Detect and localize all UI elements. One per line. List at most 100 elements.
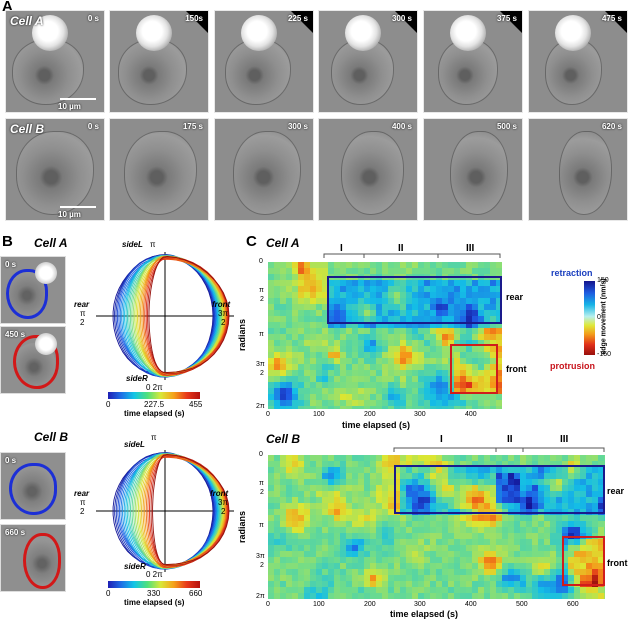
heatmap-cell	[598, 485, 604, 491]
heatmap-cell	[280, 352, 286, 358]
cell-contour	[124, 256, 219, 377]
heatmap-cell	[304, 394, 310, 400]
heatmap-cell	[376, 479, 382, 485]
heatmap-cell	[490, 521, 496, 527]
heatmap-cell	[292, 479, 298, 485]
heatmap-cell	[430, 400, 436, 406]
heatmap-cell	[304, 364, 310, 370]
heatmap-cell	[442, 479, 448, 485]
heatmap-cell	[460, 515, 466, 521]
heatmap-cell	[424, 461, 430, 467]
heatmap-cell	[310, 539, 316, 545]
heatmap-cell	[340, 376, 346, 382]
heatmap-cell	[454, 581, 460, 587]
heatmap-cell	[586, 485, 592, 491]
heatmap-cell	[424, 485, 430, 491]
heatmap-cell	[394, 382, 400, 388]
frame-time: 300 s	[287, 122, 308, 131]
heatmap-cell	[394, 497, 400, 503]
heatmap-cell	[514, 539, 520, 545]
panel-c-cell-a-title: Cell A	[266, 236, 300, 250]
heatmap-cell	[550, 455, 556, 461]
heatmap-cell	[412, 400, 418, 406]
image-corner	[605, 11, 627, 33]
y-tick-pi2-top: π	[259, 287, 264, 294]
heatmap-cell	[460, 280, 466, 286]
heatmap-cell	[388, 557, 394, 563]
heatmap-cell	[574, 587, 580, 593]
heatmap-cell	[334, 479, 340, 485]
heatmap-cell	[466, 485, 472, 491]
heatmap-cell	[358, 515, 364, 521]
heatmap-cell	[436, 304, 442, 310]
heatmap-cell	[472, 400, 478, 406]
heatmap-cell	[394, 581, 400, 587]
heatmap-cell	[274, 521, 280, 527]
heatmap-cell	[316, 545, 322, 551]
heatmap-cell	[526, 539, 532, 545]
heatmap-cell	[466, 575, 472, 581]
heatmap-cell	[568, 563, 574, 569]
heatmap-cell	[364, 593, 370, 599]
heatmap-cell	[358, 533, 364, 539]
heatmap-cell	[424, 406, 430, 409]
heatmap-cell	[412, 394, 418, 400]
heatmap-cell	[304, 286, 310, 292]
heatmap-cell	[514, 521, 520, 527]
heatmap-cell	[466, 581, 472, 587]
heatmap-cell	[370, 358, 376, 364]
heatmap-cell	[442, 503, 448, 509]
heatmap-cell	[388, 497, 394, 503]
heatmap-cell	[382, 479, 388, 485]
heatmap-cell	[334, 575, 340, 581]
cell-body	[16, 131, 94, 215]
heatmap-cell	[328, 575, 334, 581]
heatmap-cell	[490, 304, 496, 310]
heatmap-cell	[334, 467, 340, 473]
heatmap-cell	[478, 539, 484, 545]
heatmap-cell	[430, 364, 436, 370]
heatmap-cell	[424, 467, 430, 473]
heatmap-cell	[340, 551, 346, 557]
heatmap-cell	[376, 461, 382, 467]
heatmap-cell	[352, 322, 358, 328]
heatmap-cell	[520, 455, 526, 461]
heatmap-cell	[490, 503, 496, 509]
heatmap-cell	[280, 376, 286, 382]
heatmap-cell	[412, 280, 418, 286]
heatmap-cell	[466, 545, 472, 551]
heatmap-cell	[346, 358, 352, 364]
heatmap-cell	[526, 527, 532, 533]
heatmap-cell	[454, 455, 460, 461]
heatmap-cell	[598, 479, 604, 485]
heatmap-cell	[472, 292, 478, 298]
heatmap-cell	[268, 467, 274, 473]
heatmap-cell	[460, 298, 466, 304]
heatmap-cell	[466, 328, 472, 334]
heatmap-cell	[292, 527, 298, 533]
heatmap-cell	[346, 575, 352, 581]
heatmap-cell	[286, 334, 292, 340]
heatmap-cell	[454, 479, 460, 485]
image-corner	[291, 11, 313, 33]
frame-time: 300 s	[391, 14, 412, 23]
contour-label-pi-top: π	[150, 240, 156, 249]
heatmap-cell	[286, 370, 292, 376]
heatmap-cell	[316, 587, 322, 593]
heatmap-cell	[490, 533, 496, 539]
heatmap-cell	[382, 352, 388, 358]
heatmap-cell	[490, 262, 496, 268]
heatmap-cell	[346, 533, 352, 539]
heatmap-cell	[304, 280, 310, 286]
heatmap-cell	[316, 280, 322, 286]
heatmap-cell	[460, 322, 466, 328]
heatmap-cell	[364, 521, 370, 527]
heatmap-cell	[436, 503, 442, 509]
heatmap-cell	[298, 316, 304, 322]
heatmap-cell	[304, 569, 310, 575]
heatmap-cell	[526, 503, 532, 509]
heatmap-cell	[376, 370, 382, 376]
heatmap-cell	[322, 400, 328, 406]
heatmap-cell	[298, 527, 304, 533]
heatmap-cell	[340, 521, 346, 527]
